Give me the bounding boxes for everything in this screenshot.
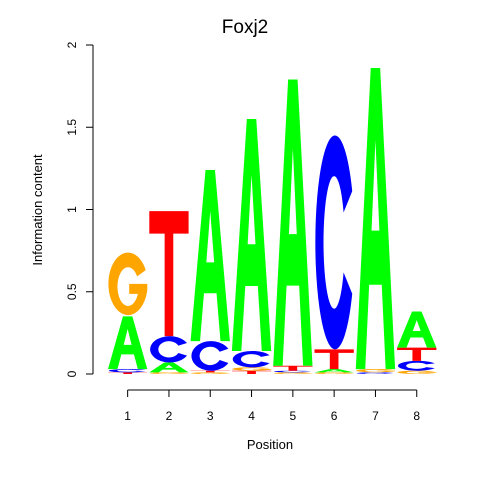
letter-G-pos-8 (397, 370, 437, 374)
letter-C-pos-5 (274, 370, 311, 373)
logo-letters (108, 68, 437, 374)
x-axis-label: Position (247, 437, 293, 452)
letter-T-pos-8 (397, 347, 437, 361)
letter-G-pos-7 (356, 368, 396, 373)
letter-C-pos-8 (397, 360, 435, 371)
letter-C-pos-7 (356, 372, 394, 374)
chart-title: Foxj2 (222, 17, 268, 38)
x-axis: 1 2 3 4 5 6 7 8 (124, 389, 420, 423)
letter-G-pos-1 (108, 252, 148, 316)
y-tick-label: 1 (65, 206, 79, 213)
letter-C-pos-6 (315, 135, 353, 350)
x-tick-label: 2 (166, 409, 173, 423)
y-axis: 0 0.5 1 1.5 2 (65, 41, 94, 377)
x-tick-label: 3 (207, 409, 214, 423)
letter-A-pos-6 (314, 369, 354, 373)
letter-A-pos-1 (108, 316, 148, 370)
letter-A-pos-3 (190, 170, 230, 342)
letter-A-pos-5 (273, 79, 313, 366)
letter-C-pos-4 (232, 350, 270, 368)
letter-G-pos-3 (191, 372, 230, 374)
y-tick-label: 0.5 (65, 283, 79, 300)
x-tick-label: 5 (290, 409, 297, 423)
x-tick-label: 4 (248, 409, 255, 423)
letter-A-pos-2 (149, 362, 189, 373)
letter-T-pos-6 (314, 349, 354, 370)
letter-A-pos-8 (397, 311, 437, 348)
x-tick-label: 8 (413, 409, 420, 423)
x-tick-label: 1 (124, 409, 131, 423)
letter-C-pos-1 (108, 369, 146, 373)
letter-G-pos-4 (232, 367, 272, 371)
letter-T-pos-2 (149, 211, 189, 337)
letter-C-pos-2 (150, 336, 188, 363)
letter-G-pos-2 (149, 372, 189, 374)
letter-A-pos-4 (231, 119, 272, 351)
letter-T-pos-4 (231, 370, 272, 374)
letter-C-pos-3 (191, 341, 229, 371)
y-axis-label: Information content (30, 154, 45, 266)
x-tick-label: 7 (372, 409, 379, 423)
letter-G-pos-6 (314, 372, 354, 374)
letter-T-pos-1 (108, 372, 148, 374)
y-tick-label: 0 (65, 370, 79, 377)
x-tick-label: 6 (331, 409, 338, 423)
y-tick-label: 1.5 (65, 119, 79, 136)
y-tick-label: 2 (65, 41, 79, 48)
letter-A-pos-7 (355, 68, 396, 370)
letter-G-pos-5 (273, 372, 313, 374)
letter-T-pos-5 (273, 365, 313, 371)
letter-T-pos-3 (190, 370, 230, 373)
